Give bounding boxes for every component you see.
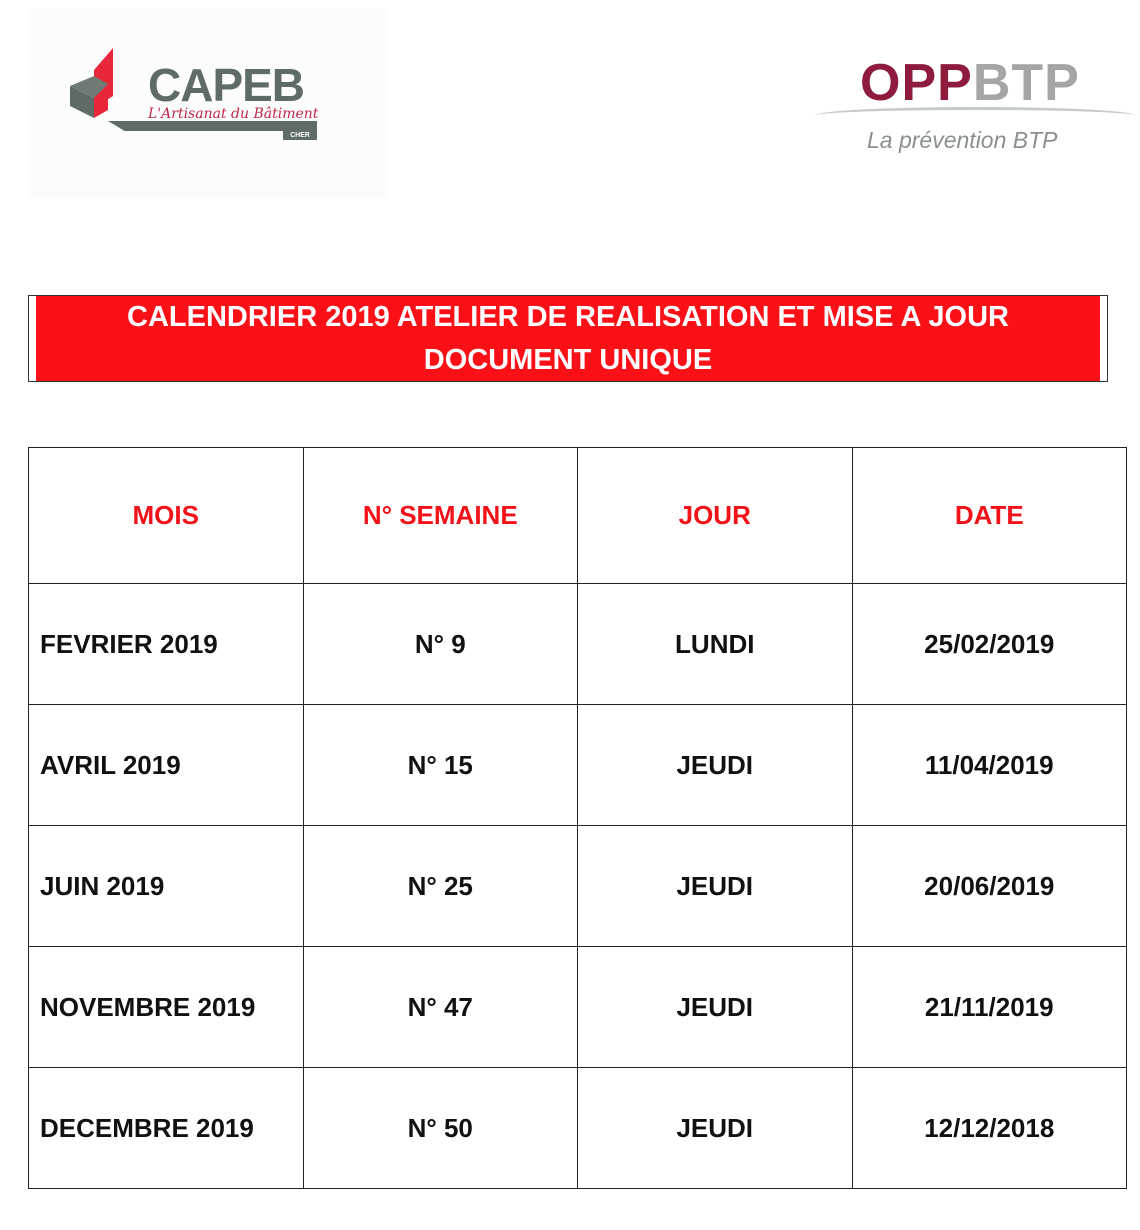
table-row: AVRIL 2019 N° 15 JEUDI 11/04/2019 (28, 704, 1127, 826)
title-line-1: CALENDRIER 2019 ATELIER DE REALISATION E… (127, 301, 1009, 333)
table-row: NOVEMBRE 2019 N° 47 JEUDI 21/11/2019 (28, 946, 1127, 1068)
cell-semaine: N° 25 (302, 825, 578, 947)
oppbtp-tagline: La prévention BTP (867, 127, 1058, 153)
cell-mois: NOVEMBRE 2019 (28, 946, 304, 1068)
cell-mois: JUIN 2019 (28, 825, 304, 947)
cell-semaine: N° 50 (302, 1067, 578, 1189)
header-date: DATE (851, 447, 1127, 584)
title-line-2: DOCUMENT UNIQUE (423, 344, 713, 376)
oppbtp-wordmark: OPPBTP (860, 53, 1080, 113)
oppbtp-wordmark-grey: BTP (972, 54, 1080, 112)
oppbtp-logo: OPPBTP La prévention BTP (805, 45, 1135, 170)
cell-date: 25/02/2019 (851, 583, 1127, 705)
cell-mois: DECEMBRE 2019 (28, 1067, 304, 1189)
capeb-cube-icon (70, 48, 113, 118)
oppbtp-wordmark-red: OPP (860, 54, 973, 112)
cell-jour: JEUDI (577, 704, 853, 826)
capeb-wordmark: CAPEB (148, 59, 305, 111)
table-row: FEVRIER 2019 N° 9 LUNDI 25/02/2019 (28, 583, 1127, 705)
cell-mois: FEVRIER 2019 (28, 583, 304, 705)
header-jour: JOUR (577, 447, 853, 584)
table-row: DECEMBRE 2019 N° 50 JEUDI 12/12/2018 (28, 1067, 1127, 1189)
title-banner: CALENDRIER 2019 ATELIER DE REALISATION E… (28, 295, 1108, 382)
header-semaine: N° SEMAINE (302, 447, 578, 584)
header-mois: MOIS (28, 447, 304, 584)
cell-date: 11/04/2019 (851, 704, 1127, 826)
table-row: JUIN 2019 N° 25 JEUDI 20/06/2019 (28, 825, 1127, 947)
cell-jour: JEUDI (577, 946, 853, 1068)
cell-jour: JEUDI (577, 1067, 853, 1189)
capeb-tagline: L'Artisanat du Bâtiment (148, 106, 319, 122)
cell-date: 21/11/2019 (851, 946, 1127, 1068)
title-banner-fill: CALENDRIER 2019 ATELIER DE REALISATION E… (36, 296, 1100, 381)
cell-semaine: N° 47 (302, 946, 578, 1068)
calendar-table: MOIS N° SEMAINE JOUR DATE FEVRIER 2019 N… (28, 447, 1127, 1189)
capeb-bar (108, 121, 317, 131)
cell-mois: AVRIL 2019 (28, 704, 304, 826)
capeb-region: CHER (283, 131, 317, 140)
cell-semaine: N° 15 (302, 704, 578, 826)
capeb-logo: CAPEB L'Artisanat du Bâtiment CHER (28, 8, 388, 198)
cell-date: 12/12/2018 (851, 1067, 1127, 1189)
cell-jour: JEUDI (577, 825, 853, 947)
cell-semaine: N° 9 (302, 583, 578, 705)
oppbtp-swoosh (815, 107, 1135, 124)
cell-date: 20/06/2019 (851, 825, 1127, 947)
table-header-row: MOIS N° SEMAINE JOUR DATE (28, 447, 1127, 584)
cell-jour: LUNDI (577, 583, 853, 705)
